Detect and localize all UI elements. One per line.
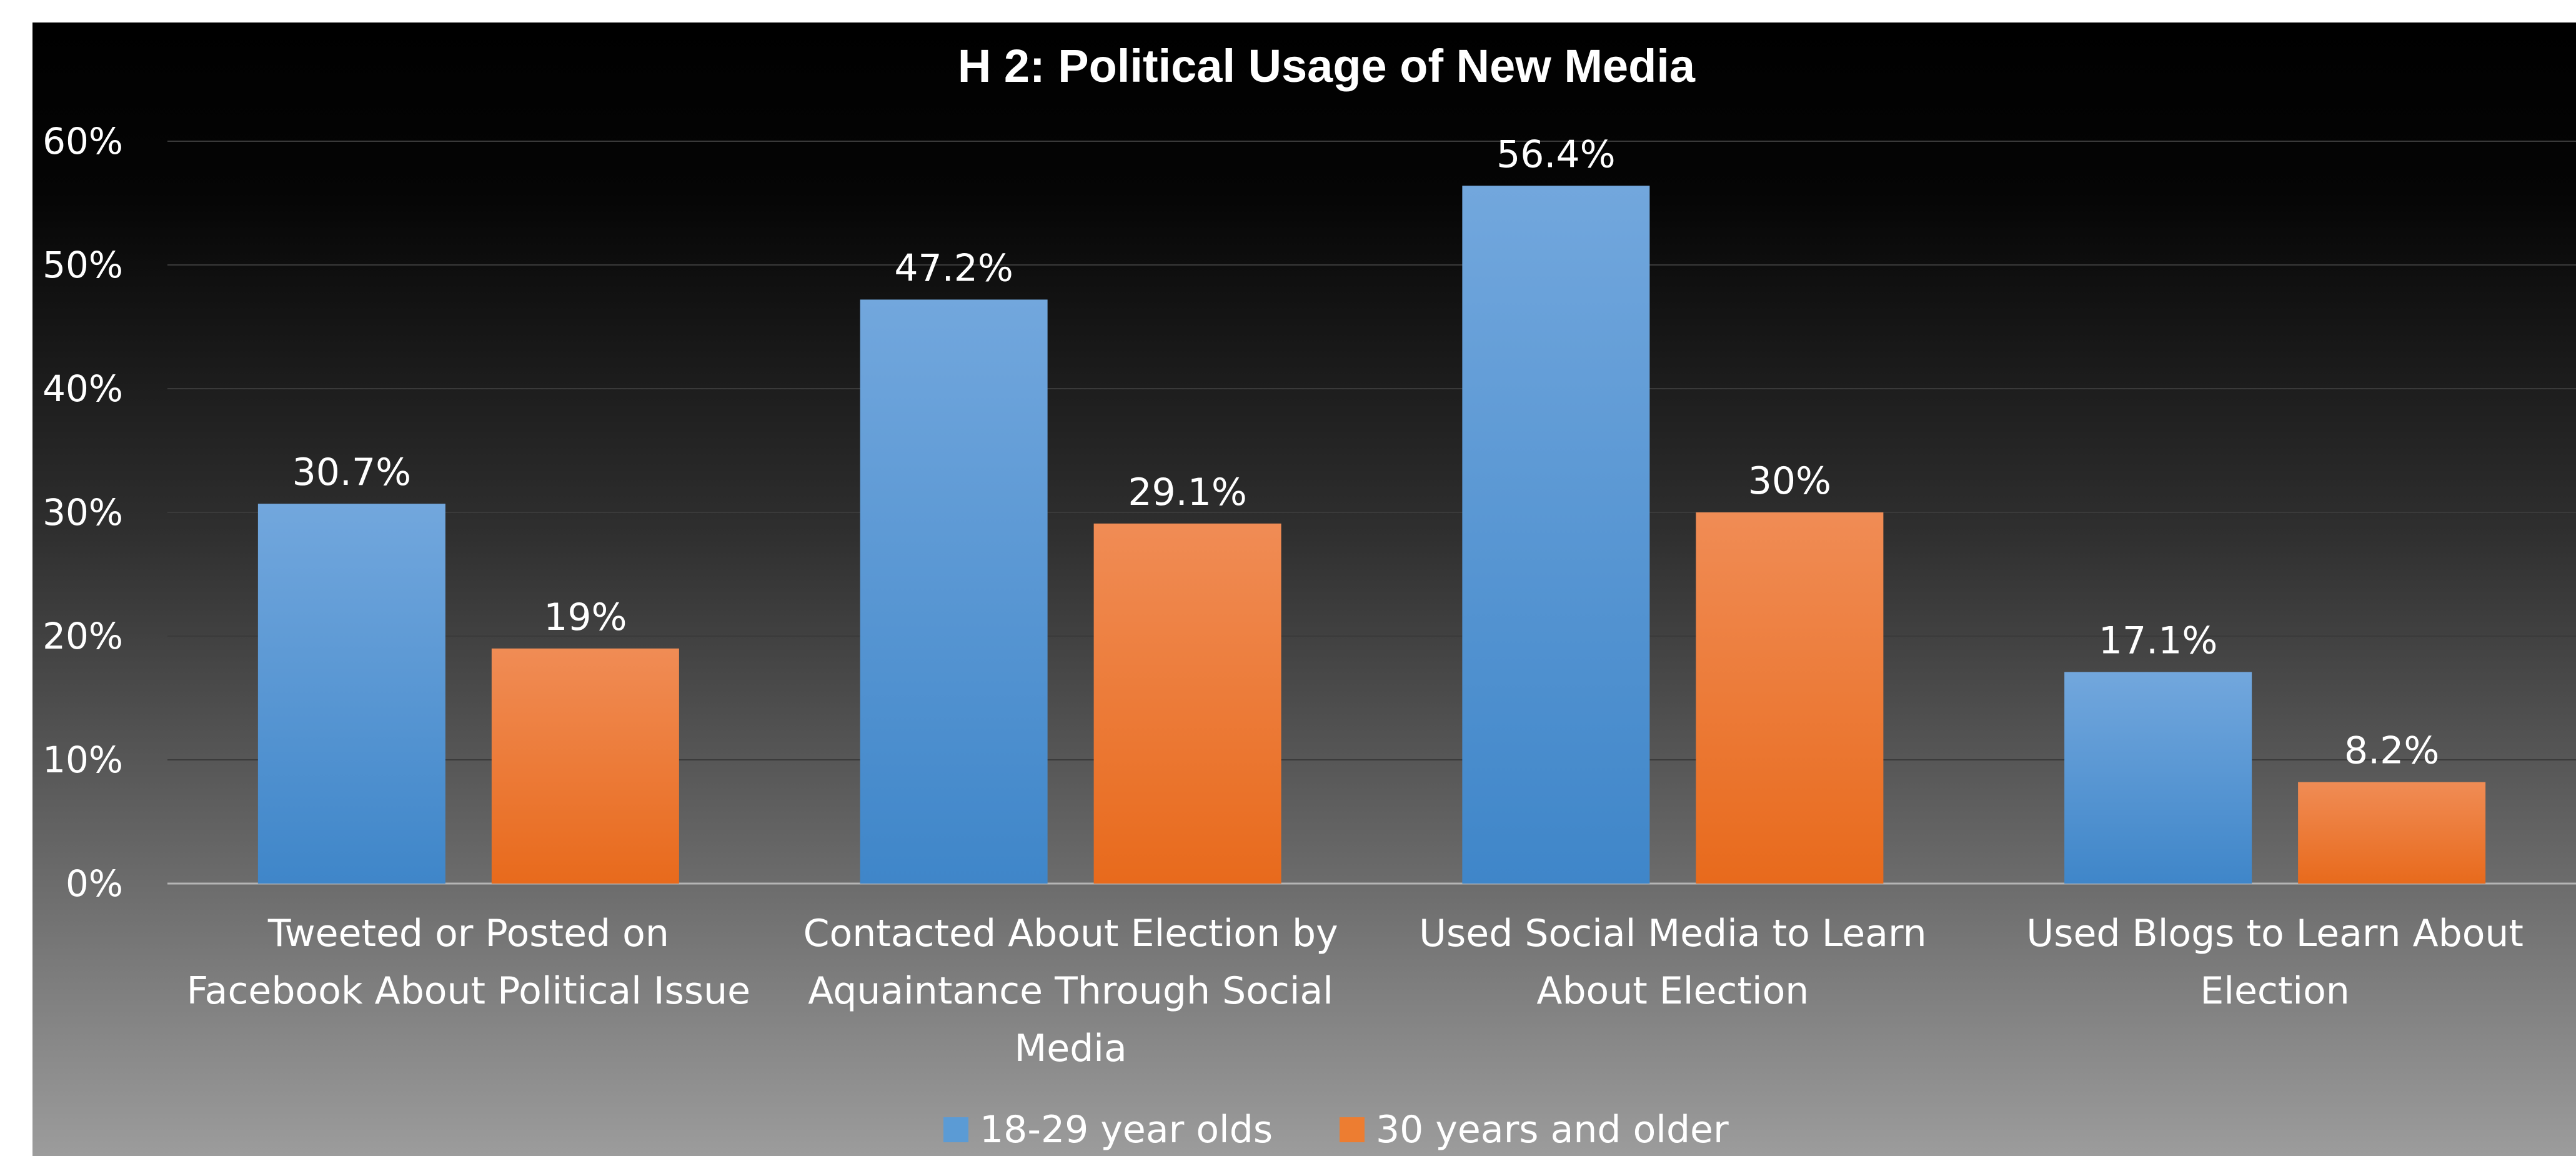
bar-30-plus (1093, 523, 1281, 884)
bar-18-29 (257, 504, 445, 884)
x-tick-label: Election (2200, 969, 2349, 1013)
legend-label: 18-29 year olds (980, 1108, 1273, 1152)
bar-18-29 (1462, 186, 1650, 884)
y-tick-label: 0% (66, 862, 123, 905)
bars (257, 186, 2486, 884)
data-label: 8.2% (2344, 729, 2439, 773)
y-tick-label: 10% (42, 739, 123, 781)
y-tick-label: 20% (42, 615, 123, 657)
legend-item-18-29: 18-29 year olds (943, 1108, 1273, 1152)
x-tick-label: Contacted About Election by (803, 912, 1338, 955)
y-tick-label: 60% (42, 120, 123, 162)
y-tick-label: 50% (42, 244, 123, 286)
data-label: 19% (544, 595, 627, 639)
y-axis: 0% 10% 20% 30% 40% 50% 60% (42, 120, 123, 905)
legend-label: 30 years and older (1376, 1108, 1729, 1152)
legend-swatch (943, 1117, 968, 1142)
x-tick-label: Used Blogs to Learn About (2026, 912, 2524, 955)
x-tick-label: About Election (1536, 969, 1809, 1013)
x-tick-label: Used Social Media to Learn (1419, 912, 1927, 955)
x-tick-label: Aquaintance Through Social (808, 969, 1333, 1013)
bar-30-plus (2298, 782, 2486, 884)
bar-chart: H 2: Political Usage of New Media 0% 10% 2… (42, 40, 2576, 1152)
legend-swatch (1340, 1117, 1365, 1142)
x-tick-label: Tweeted or Posted on (267, 912, 669, 955)
bar-30-plus (491, 648, 679, 884)
chart-title: H 2: Political Usage of New Media (958, 40, 1696, 92)
x-tick-label: Facebook About Political Issue (187, 969, 750, 1013)
x-axis: Tweeted or Posted on Facebook About Polit… (187, 912, 2524, 1070)
y-tick-label: 30% (42, 491, 123, 534)
legend: 18-29 year olds 30 years and older (943, 1108, 1729, 1152)
data-label: 56.4% (1496, 132, 1616, 176)
bar-18-29 (2064, 672, 2252, 884)
y-tick-label: 40% (42, 367, 123, 410)
bar-30-plus (1696, 512, 1884, 884)
bar-18-29 (860, 299, 1048, 884)
chart-area: H 2: Political Usage of New Media 0% 10% 2… (32, 22, 2576, 1156)
data-label: 29.1% (1128, 471, 1247, 514)
data-label: 30% (1748, 459, 1831, 503)
x-tick-label: Media (1015, 1027, 1127, 1070)
legend-item-30-plus: 30 years and older (1340, 1108, 1729, 1152)
data-label: 30.7% (292, 451, 412, 494)
data-label: 17.1% (2099, 619, 2218, 662)
data-labels: 30.7% 19% 47.2% 29.1% 56.4% 30% 17.1% 8.2% (292, 132, 2440, 772)
data-label: 47.2% (894, 246, 1013, 290)
